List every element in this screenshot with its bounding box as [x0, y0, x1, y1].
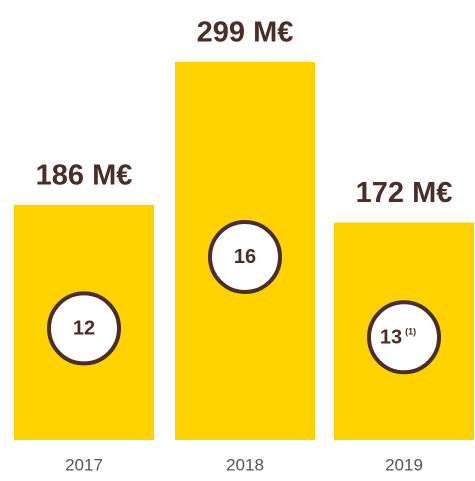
- count-badge: [47, 291, 121, 366]
- count-label: 13 (1): [380, 327, 416, 349]
- footnote: (1): [405, 327, 416, 337]
- x-tick-label: 2017: [65, 455, 103, 474]
- count-value: 13: [380, 327, 402, 349]
- count-label: 12: [73, 318, 95, 340]
- count-label: 16: [234, 246, 256, 268]
- count-badge: [367, 300, 441, 375]
- value-label: 172 M€: [356, 177, 453, 209]
- value-label: 299 M€: [197, 17, 294, 49]
- count-value: 12: [73, 318, 95, 340]
- count-badge: [208, 220, 282, 294]
- x-tick-label: 2018: [226, 455, 264, 474]
- value-label: 186 M€: [36, 160, 133, 192]
- count-value: 16: [234, 246, 256, 268]
- x-tick-label: 2019: [385, 455, 423, 474]
